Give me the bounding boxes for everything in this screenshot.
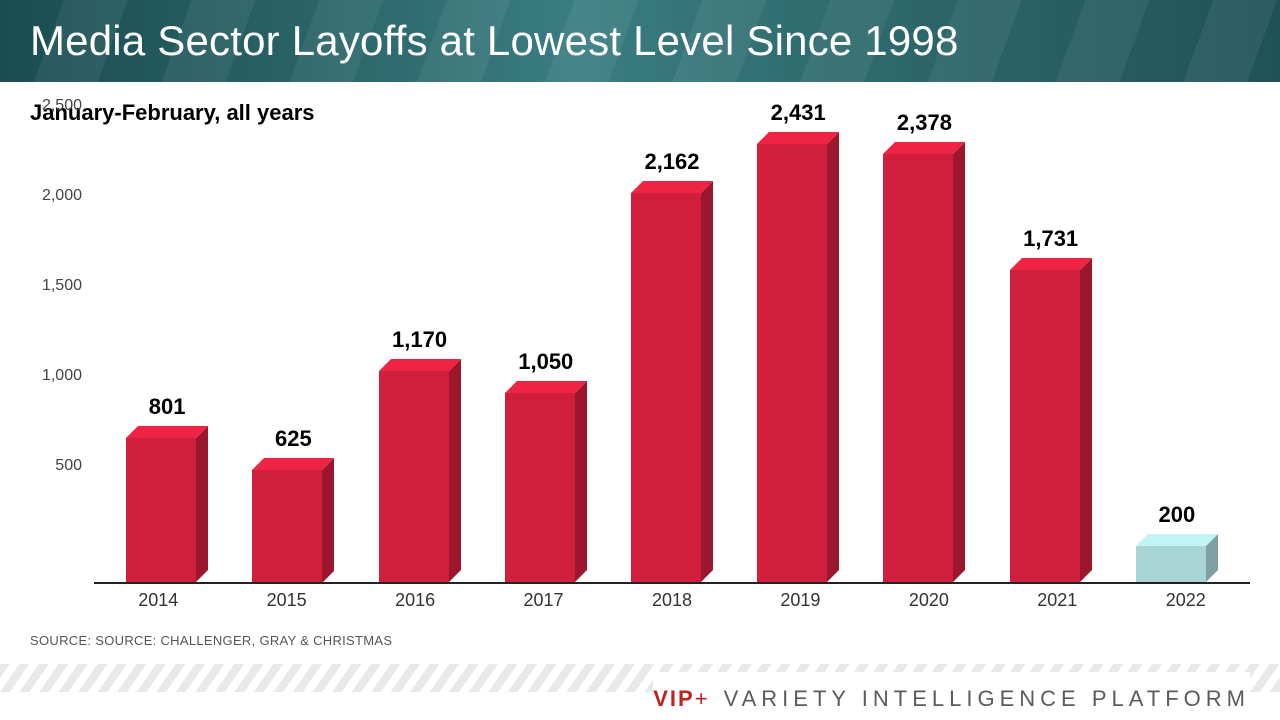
source-line: SOURCE: SOURCE: CHALLENGER, GRAY & CHRIS… bbox=[0, 619, 1280, 664]
x-tick-label: 2020 bbox=[865, 584, 993, 611]
x-tick-label: 2018 bbox=[608, 584, 736, 611]
bar-slot: 2,431 bbox=[735, 132, 861, 582]
x-tick-label: 2014 bbox=[94, 584, 222, 611]
bar-slot: 1,170 bbox=[356, 132, 482, 582]
page-title: Media Sector Layoffs at Lowest Level Sin… bbox=[30, 17, 959, 65]
bar-value-label: 1,170 bbox=[392, 327, 447, 353]
bar-value-label: 801 bbox=[149, 394, 186, 420]
y-tick-label: 2,500 bbox=[42, 97, 82, 115]
y-tick-label: 1,500 bbox=[42, 277, 82, 295]
header-banner: Media Sector Layoffs at Lowest Level Sin… bbox=[0, 0, 1280, 82]
footer: VIP+ VARIETY INTELLIGENCE PLATFORM bbox=[0, 664, 1280, 720]
bar: 801 bbox=[126, 438, 208, 582]
brand-text: VARIETY INTELLIGENCE PLATFORM bbox=[724, 686, 1250, 712]
y-tick-label: 2,000 bbox=[42, 187, 82, 205]
bar: 2,431 bbox=[757, 144, 839, 582]
y-axis: 5001,0001,5002,0002,500 bbox=[30, 132, 90, 556]
chart-area: January-February, all years 500 1,000 1,50… bbox=[0, 82, 1280, 619]
bar: 200 bbox=[1136, 546, 1218, 582]
vip-text: VIP bbox=[653, 686, 694, 711]
bar-value-label: 1,731 bbox=[1023, 226, 1078, 252]
x-axis-labels: 201420152016201720182019202020212022 bbox=[30, 584, 1250, 611]
bar: 625 bbox=[252, 470, 334, 583]
vip-logo: VIP+ bbox=[653, 686, 709, 712]
x-tick-label: 2017 bbox=[479, 584, 607, 611]
chart-subtitle: January-February, all years bbox=[30, 100, 1250, 126]
y-tick-label: 1,000 bbox=[42, 367, 82, 385]
footer-brand: VIP+ VARIETY INTELLIGENCE PLATFORM bbox=[653, 672, 1250, 712]
x-tick-label: 2016 bbox=[351, 584, 479, 611]
x-tick-label: 2019 bbox=[736, 584, 864, 611]
bar: 1,731 bbox=[1010, 270, 1092, 582]
bar-value-label: 2,378 bbox=[897, 110, 952, 136]
bar-value-label: 1,050 bbox=[518, 349, 573, 375]
bar-slot: 1,731 bbox=[988, 132, 1114, 582]
bar-slot: 2,378 bbox=[861, 132, 987, 582]
x-tick-label: 2021 bbox=[993, 584, 1121, 611]
bar: 2,162 bbox=[631, 193, 713, 582]
bar-slot: 200 bbox=[1114, 132, 1240, 582]
bar-slot: 1,050 bbox=[483, 132, 609, 582]
bar-slot: 625 bbox=[230, 132, 356, 582]
bar: 1,170 bbox=[379, 371, 461, 582]
bar: 2,378 bbox=[883, 154, 965, 582]
bar-value-label: 625 bbox=[275, 426, 312, 452]
bar-slot: 2,162 bbox=[609, 132, 735, 582]
bar: 1,050 bbox=[505, 393, 587, 582]
y-tick-label: 500 bbox=[55, 457, 82, 475]
bar-value-label: 200 bbox=[1159, 502, 1196, 528]
bars-row: 801 625 1,170 1,050 2,162 2,431 2,378 1,731 200 bbox=[94, 132, 1250, 584]
bar-slot: 801 bbox=[104, 132, 230, 582]
vip-plus: + bbox=[695, 686, 710, 711]
x-tick-label: 2015 bbox=[222, 584, 350, 611]
bar-value-label: 2,431 bbox=[771, 100, 826, 126]
chart-plot: 5001,0001,5002,0002,500 8016251,1701,050… bbox=[30, 132, 1250, 584]
x-tick-label: 2022 bbox=[1122, 584, 1250, 611]
bar-value-label: 2,162 bbox=[644, 149, 699, 175]
